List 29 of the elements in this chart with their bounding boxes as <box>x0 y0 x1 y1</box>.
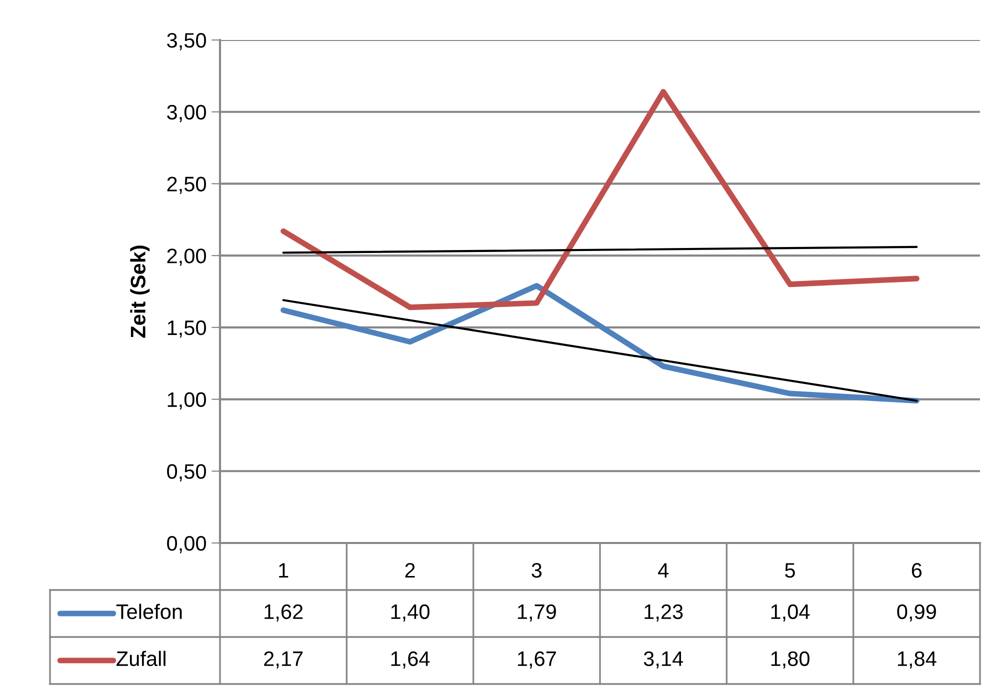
data-label: 1,67 <box>518 651 556 669</box>
y-tick-label: 0,50 <box>167 464 206 482</box>
data-label: 3,14 <box>644 651 683 669</box>
x-tick-label: 2 <box>405 562 415 578</box>
x-tick-label: 3 <box>532 562 542 578</box>
y-axis-title: Zeit (Sek) <box>130 246 150 338</box>
data-label: 1,23 <box>644 604 683 622</box>
y-tick-label: 0,00 <box>167 536 206 554</box>
legend-label: Zufall <box>116 650 166 666</box>
x-tick-label: 5 <box>785 563 795 578</box>
x-tick-label: 1 <box>279 563 288 578</box>
x-tick-label: 4 <box>658 563 669 578</box>
data-label: 1,04 <box>771 604 810 622</box>
y-tick-label: 3,50 <box>167 33 206 50</box>
y-tick-label: 2,50 <box>167 176 206 194</box>
data-label: 1,84 <box>898 651 936 669</box>
y-tick-label: 1,00 <box>168 392 206 410</box>
x-tick-label: 6 <box>912 562 922 578</box>
y-tick-label: 2,00 <box>167 248 206 266</box>
legend-label: Telefon <box>116 604 182 620</box>
data-label: 1,64 <box>391 651 430 669</box>
data-label: 1,79 <box>518 604 556 622</box>
data-label: 0,99 <box>897 604 936 622</box>
data-label: 1,40 <box>391 604 430 622</box>
data-label: 2,17 <box>264 651 303 669</box>
y-tick-label: 3,00 <box>167 104 206 122</box>
y-tick-label: 1,50 <box>168 320 206 338</box>
data-label: 1,62 <box>264 604 303 622</box>
data-label: 1,80 <box>771 651 810 669</box>
